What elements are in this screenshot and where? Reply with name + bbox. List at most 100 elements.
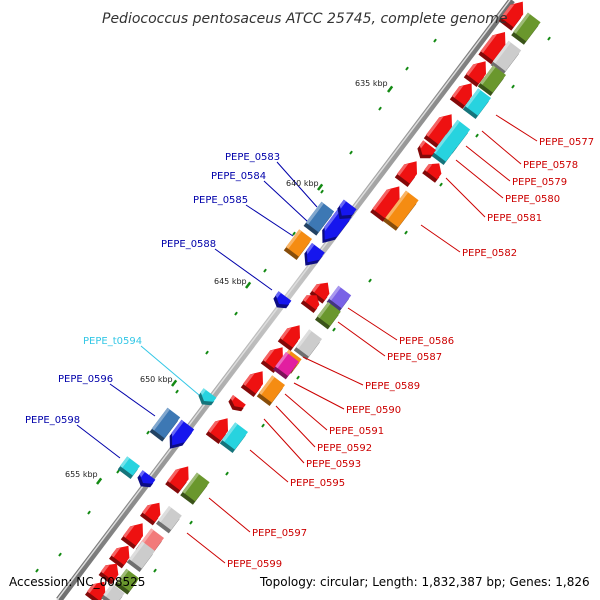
leader-line	[455, 159, 504, 199]
gene-feature[interactable]	[198, 388, 217, 406]
leader-line	[263, 418, 305, 464]
leader-line	[214, 248, 273, 291]
gene-feature[interactable]	[303, 201, 335, 236]
tick-mark	[87, 510, 91, 515]
gene-label[interactable]: PEPE_0584	[211, 171, 266, 182]
gene-label[interactable]: PEPE_0587	[387, 352, 442, 363]
major-tick-mark	[170, 379, 178, 387]
gene-labels-right: PEPE_0577 PEPE_0578 PEPE_0579 PEPE_0580 …	[227, 137, 594, 570]
gene-feature[interactable]	[478, 32, 506, 65]
gene-feature[interactable]	[85, 581, 106, 600]
gene-feature[interactable]	[463, 61, 486, 87]
gene-feature[interactable]	[422, 163, 442, 183]
gene-label[interactable]: PEPE_0579	[512, 177, 567, 188]
gene-label[interactable]: PEPE_0598	[25, 415, 80, 426]
gene-label[interactable]: PEPE_0581	[487, 213, 542, 224]
leader-line	[186, 532, 226, 564]
gene-feature[interactable]	[277, 325, 300, 351]
gene-feature[interactable]	[240, 371, 263, 397]
gene-feature[interactable]	[498, 1, 524, 31]
gene-feature[interactable]	[423, 114, 452, 148]
gene-label[interactable]: PEPE_0599	[227, 559, 282, 570]
gene-label[interactable]: PEPE_0582	[462, 248, 517, 259]
gene-label[interactable]: PEPE_0586	[399, 336, 454, 347]
leader-line	[208, 497, 251, 533]
gene-feature[interactable]	[477, 65, 506, 96]
gene-feature[interactable]	[156, 506, 182, 534]
gene-label[interactable]: PEPE_0590	[346, 405, 401, 416]
scale-label: 640 kbp	[286, 179, 319, 188]
scale-label: 645 kbp	[214, 277, 247, 286]
gene-feature[interactable]	[109, 545, 130, 569]
gene-feature[interactable]	[114, 568, 140, 595]
gene-label[interactable]: PEPE_0589	[365, 381, 420, 392]
gene-label[interactable]: PEPE_t0594	[83, 336, 142, 347]
major-tick-mark	[244, 281, 252, 289]
gene-feature[interactable]	[98, 563, 119, 585]
tick-mark	[547, 36, 551, 41]
gene-label[interactable]: PEPE_0583	[225, 152, 280, 163]
gene-feature[interactable]	[180, 472, 210, 505]
tick-mark	[153, 568, 157, 573]
gene-feature[interactable]	[293, 329, 322, 360]
gene-label[interactable]: PEPE_0595	[290, 478, 345, 489]
tick-mark	[35, 568, 39, 573]
gene-feature[interactable]	[511, 12, 541, 45]
gene-feature[interactable]	[140, 502, 161, 526]
gene-label[interactable]: PEPE_0592	[317, 443, 372, 454]
gene-label[interactable]: PEPE_0593	[306, 459, 361, 470]
gene-feature[interactable]	[283, 229, 312, 260]
gene-label[interactable]: PEPE_0588	[161, 239, 216, 250]
label-leader-lines	[76, 114, 538, 564]
gene-feature[interactable]	[101, 583, 125, 600]
gene-feature[interactable]	[219, 422, 248, 453]
gene-features	[85, 1, 541, 600]
gene-feature[interactable]	[383, 190, 419, 231]
gene-feature[interactable]	[137, 470, 156, 488]
gene-feature[interactable]	[417, 140, 436, 159]
gene-feature[interactable]	[149, 407, 181, 442]
gene-feature[interactable]	[256, 375, 285, 406]
tick-mark	[405, 66, 409, 71]
gene-feature[interactable]	[337, 199, 357, 219]
gene-feature[interactable]	[462, 88, 491, 119]
gene-feature[interactable]	[449, 83, 472, 109]
gene-label[interactable]: PEPE_0596	[58, 374, 113, 385]
tick-mark	[146, 430, 150, 435]
gene-feature[interactable]	[228, 395, 246, 412]
gene-feature[interactable]	[120, 523, 143, 549]
gene-label[interactable]: PEPE_0580	[505, 194, 560, 205]
major-tick-mark	[317, 183, 324, 191]
gene-feature[interactable]	[309, 282, 330, 304]
tick-mark	[263, 268, 267, 273]
gene-label[interactable]: PEPE_0597	[252, 528, 307, 539]
gene-feature[interactable]	[273, 352, 299, 380]
gene-label[interactable]: PEPE_0585	[193, 195, 248, 206]
leader-line	[109, 383, 156, 417]
gene-feature[interactable]	[304, 243, 325, 266]
tick-marks	[35, 36, 551, 573]
gene-feature[interactable]	[169, 419, 195, 449]
gene-label[interactable]: PEPE_0577	[539, 137, 594, 148]
tick-mark	[368, 278, 372, 283]
gene-feature[interactable]	[273, 291, 292, 309]
tick-mark	[320, 189, 324, 194]
gene-feature[interactable]	[430, 134, 459, 165]
gene-feature[interactable]	[205, 418, 228, 444]
leader-line	[465, 145, 511, 182]
gene-feature[interactable]	[165, 466, 189, 494]
gene-feature[interactable]	[394, 161, 417, 187]
tick-mark	[225, 471, 229, 476]
gene-feature[interactable]	[126, 541, 155, 572]
gene-feature[interactable]	[370, 186, 400, 222]
gene-feature[interactable]	[117, 456, 140, 479]
leader-line	[140, 345, 200, 396]
gene-feature[interactable]	[300, 295, 320, 313]
leader-line	[445, 177, 486, 218]
scale-label: 635 kbp	[355, 79, 388, 88]
scale-labels: 635 kbp 640 kbp 645 kbp 650 kbp 655 kbp	[65, 79, 388, 479]
gene-feature[interactable]	[490, 40, 522, 75]
gene-label[interactable]: PEPE_0591	[329, 426, 384, 437]
gene-feature[interactable]	[315, 302, 341, 330]
gene-label[interactable]: PEPE_0578	[523, 160, 578, 171]
